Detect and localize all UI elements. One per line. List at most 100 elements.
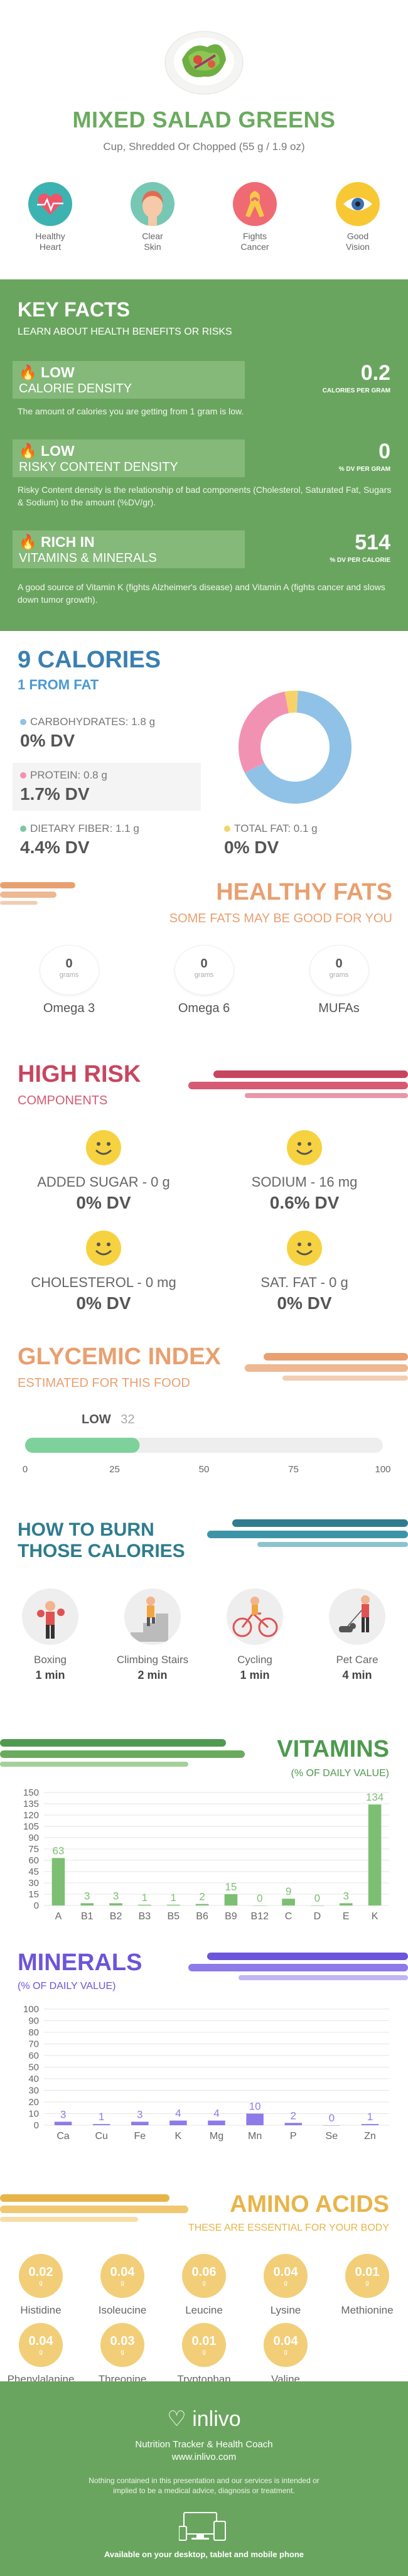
benefit-label: Healthy — [35, 231, 65, 241]
y-tick-label: 105 — [23, 1821, 39, 1832]
calories-from-fat: 1 FROM FAT — [18, 677, 99, 693]
vitamins-bar-chart: 015304560759010512013515063A3B13B21B31B5… — [23, 1787, 389, 1922]
y-tick-label: 135 — [23, 1799, 39, 1809]
bar-value-label: 2 — [199, 1891, 205, 1903]
x-tick-label: B5 — [167, 1911, 180, 1922]
risk-dv: 0% DV — [76, 1193, 131, 1212]
y-tick-label: 50 — [28, 2062, 39, 2073]
nutrient-carbohydrates: CARBOHYDRATES: 1.8 g 0% DV — [13, 709, 201, 757]
heart-logo-icon: ♡ — [167, 2407, 186, 2431]
risk-label: CHOLESTEROL - 0 mg — [31, 1275, 176, 1290]
bar-value-label: 3 — [84, 1890, 90, 1902]
risk-sat-fat: SAT. FAT - 0 g 0% DV — [210, 1231, 399, 1313]
risky-content-desc: Risky Content density is the relationshi… — [18, 485, 392, 507]
bar-Cu — [92, 2124, 110, 2125]
flame-icon: 🔥 — [19, 364, 37, 380]
risk-added-sugar: ADDED SUGAR - 0 g 0% DV — [9, 1130, 198, 1213]
high-risk-subtitle: COMPONENTS — [18, 1094, 108, 1107]
amino-unit: g — [365, 2280, 369, 2287]
burn-title-line2: THOSE CALORIES — [18, 1541, 185, 1561]
amino-item: 0.03 g Threonine — [85, 2323, 160, 2386]
amino-unit: g — [121, 2349, 124, 2356]
risky-content-level: LOW — [41, 443, 75, 459]
y-tick-label: 60 — [28, 1855, 39, 1866]
amino-unit: g — [39, 2349, 43, 2356]
risk-dv: 0% DV — [76, 1293, 131, 1313]
y-tick-label: 90 — [28, 2016, 39, 2027]
fat-omega3: 0 grams Omega 3 — [28, 945, 110, 1016]
benefit-label: Heart — [39, 242, 62, 252]
bar-Fe — [131, 2121, 149, 2125]
bar-value-label: 2 — [290, 2110, 296, 2121]
minerals-title: MINERALS — [18, 1949, 142, 1976]
activity-name: Cycling — [237, 1654, 272, 1666]
donut-slice-protein — [239, 691, 289, 773]
smiley-icon — [287, 1231, 322, 1266]
fat-mufas: 0 grams MUFAs — [298, 945, 380, 1016]
protein-dot — [20, 772, 26, 779]
risk-label: ADDED SUGAR - 0 g — [37, 1174, 170, 1190]
y-tick-label: 0 — [34, 2120, 39, 2131]
fat-name: MUFAs — [318, 1001, 360, 1015]
benefit-clear-skin: Clear Skin — [121, 182, 184, 252]
decor-stripes — [207, 1519, 408, 1547]
y-tick-label: 10 — [28, 2109, 39, 2120]
devices-icon — [179, 2512, 226, 2541]
vitamins-title: VITAMINS — [277, 1736, 389, 1762]
decor-stripes — [0, 2194, 188, 2222]
nutrient-dv: 1.7% DV — [20, 784, 90, 804]
nutrient-fiber: DIETARY FIBER: 1.1 g 4.4% DV — [13, 816, 201, 864]
amino-value: 0.04 — [273, 2334, 298, 2348]
dog-walking-icon — [329, 1588, 385, 1645]
benefit-good-vision: Good Vision — [326, 182, 389, 252]
bar-value-label: 3 — [113, 1890, 119, 1902]
vitamins-minerals-band: 🔥 RICH IN VITAMINS & MINERALS — [13, 531, 245, 568]
calorie-density-value: 0.2 — [360, 361, 390, 385]
benefit-label: Skin — [144, 242, 161, 252]
x-tick-label: Zn — [364, 2131, 376, 2142]
activity-name: Pet Care — [336, 1654, 378, 1666]
key-facts-title: KEY FACTS — [18, 298, 130, 321]
amino-item: 0.01 g Methionine — [330, 2254, 405, 2317]
calorie-density-desc: The amount of calories you are getting f… — [18, 406, 244, 416]
x-tick-label: Ca — [56, 2131, 70, 2142]
x-tick-label: Cu — [95, 2131, 107, 2142]
bar-value-label: 0 — [329, 2112, 335, 2124]
bar-value-label: 10 — [249, 2101, 261, 2113]
amino-unit: g — [284, 2349, 287, 2356]
bar-value-label: 1 — [171, 1892, 176, 1904]
bar-E — [339, 1903, 353, 1905]
ribbon-icon — [233, 182, 277, 226]
amino-value: 0.01 — [191, 2334, 217, 2348]
serving-size: Cup, Shredded Or Chopped (55 g / 1.9 oz) — [103, 141, 305, 153]
key-facts-section: KEY FACTS LEARN ABOUT HEALTH BENEFITS OR… — [0, 279, 408, 631]
vitamins-minerals-unit: % DV PER CALORIE — [330, 557, 390, 564]
amino-item: 0.06 g Leucine — [166, 2254, 242, 2317]
glycemic-subtitle: ESTIMATED FOR THIS FOOD — [18, 1376, 190, 1390]
risk-label: SODIUM - 16 mg — [251, 1174, 358, 1190]
bar-value-label: 63 — [52, 1845, 64, 1857]
decor-stripes — [245, 1353, 408, 1381]
y-tick-label: 60 — [28, 2051, 39, 2061]
activity-boxing: Boxing 1 min — [9, 1588, 91, 1682]
nutrient-label: CARBOHYDRATES: 1.8 g — [30, 716, 156, 728]
x-tick-label: B1 — [81, 1911, 94, 1922]
donut-slice-carbohydrates — [244, 691, 352, 804]
website-link[interactable]: www.inlivo.com — [171, 2452, 237, 2462]
nutrient-dv: 0% DV — [224, 838, 279, 857]
glycemic-label: LOW 32 — [82, 1413, 134, 1427]
bar-value-label: 3 — [60, 2108, 66, 2120]
glycemic-tick: 25 — [109, 1464, 120, 1475]
bar-P — [284, 2123, 302, 2125]
glycemic-tick: 75 — [288, 1464, 299, 1475]
benefit-healthy-heart: Healthy Heart — [19, 182, 82, 252]
benefit-label: Fights — [242, 231, 267, 241]
amino-name: Isoleucine — [98, 2304, 147, 2316]
bar-value-label: 4 — [213, 2108, 219, 2120]
smiley-icon — [86, 1130, 121, 1165]
amino-item: 0.04 g Isoleucine — [85, 2254, 160, 2317]
amino-name: Methionine — [341, 2304, 394, 2316]
bar-value-label: 15 — [225, 1881, 237, 1893]
vitamins-subtitle: (% OF DAILY VALUE) — [291, 1768, 389, 1779]
activity-cycling: Cycling 1 min — [214, 1588, 296, 1682]
